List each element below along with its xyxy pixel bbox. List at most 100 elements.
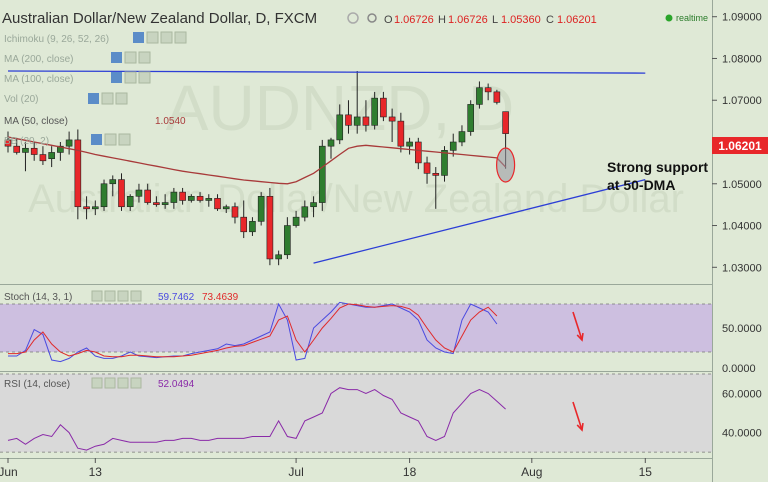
settings-icon[interactable] xyxy=(347,12,359,24)
close-icon[interactable] xyxy=(130,290,142,302)
candle-body xyxy=(249,221,256,233)
candle-body xyxy=(292,216,300,226)
candle-body xyxy=(284,225,291,256)
x-tick-label: Jun xyxy=(0,465,18,479)
settings-icon[interactable] xyxy=(146,31,159,44)
candle-body xyxy=(275,254,282,260)
candle-body xyxy=(39,154,47,162)
candle-body xyxy=(380,97,387,118)
realtime-dot-icon xyxy=(665,14,673,22)
eye-icon[interactable] xyxy=(111,72,122,83)
y-tick-label: 1.08000 xyxy=(722,53,762,65)
rsi-line xyxy=(7,387,506,451)
support-trendline xyxy=(313,178,646,264)
eye-icon[interactable] xyxy=(133,32,144,43)
indicator-controls-ichimoku[interactable] xyxy=(133,31,187,44)
indicator-label-ma100[interactable]: MA (100, close) xyxy=(4,74,73,85)
eye-icon[interactable] xyxy=(91,134,102,145)
settings-icon[interactable] xyxy=(104,133,117,146)
settings-icon[interactable] xyxy=(124,71,137,84)
annotation-line1: Strong support xyxy=(607,159,708,175)
right-axis-bg xyxy=(712,0,768,482)
candle-body xyxy=(135,189,143,197)
settings-icon[interactable] xyxy=(101,92,114,105)
indicator-lines xyxy=(7,70,646,451)
candle-body xyxy=(345,114,352,126)
candle-body xyxy=(432,173,440,176)
candle-body xyxy=(144,189,151,203)
y-tick-label: 0.0000 xyxy=(722,363,756,375)
candle-body xyxy=(371,97,378,126)
stoch-title[interactable]: Stoch (14, 3, 1) xyxy=(4,292,72,303)
rsi-title[interactable]: RSI (14, close) xyxy=(4,379,70,390)
arrowhead-icon xyxy=(576,332,584,342)
add-icon[interactable] xyxy=(138,51,151,64)
x-tick-label: 18 xyxy=(403,465,417,479)
arrowhead-icon xyxy=(576,422,584,432)
indicator-label-vol[interactable]: Vol (20) xyxy=(4,94,38,105)
add-icon[interactable] xyxy=(117,290,129,302)
add-icon[interactable] xyxy=(138,71,151,84)
stoch-legend: Stoch (14, 3, 1) 59.7462 73.4639 xyxy=(4,290,239,303)
candle-body xyxy=(188,195,195,201)
indicator-controls-ma100[interactable] xyxy=(111,71,151,84)
candle-body xyxy=(118,179,125,208)
candle-body xyxy=(266,195,274,260)
candle-body xyxy=(406,141,413,147)
last-price-tag-bg xyxy=(712,137,768,154)
candle-body xyxy=(301,206,309,218)
eye-icon[interactable] xyxy=(88,93,99,104)
close-icon[interactable] xyxy=(174,31,187,44)
open-value: 1.06726 xyxy=(394,14,434,26)
candle-body xyxy=(126,195,134,208)
indicator-label-ma200[interactable]: MA (200, close) xyxy=(4,54,73,65)
visibility-icon[interactable] xyxy=(367,13,377,23)
eye-icon[interactable] xyxy=(111,52,122,63)
candle-body xyxy=(231,206,239,218)
stoch-k-value: 59.7462 xyxy=(158,292,195,303)
candle-body xyxy=(449,141,457,151)
indicator-controls-vol[interactable] xyxy=(88,92,128,105)
support-ellipse xyxy=(496,147,516,183)
y-tick-label: 50.0000 xyxy=(722,323,762,335)
chart-header: Australian Dollar/New Zealand Dollar, D,… xyxy=(2,10,708,27)
indicator-label-ma50[interactable]: MA (50, close) xyxy=(4,116,68,127)
annotation: Strong support at 50-DMA xyxy=(607,159,708,193)
candle-body xyxy=(318,145,326,203)
eye-icon[interactable] xyxy=(91,377,103,389)
arrows xyxy=(572,311,584,432)
stoch-d-value: 73.4639 xyxy=(202,292,239,303)
candle-body xyxy=(92,206,99,210)
candle-body xyxy=(74,139,82,208)
indicator-label-bb[interactable]: BB (20, 2) xyxy=(4,136,49,147)
add-icon[interactable] xyxy=(115,92,128,105)
add-icon[interactable] xyxy=(160,31,173,44)
candle-body xyxy=(502,111,509,134)
settings-icon[interactable] xyxy=(104,290,116,302)
indicator-label-ichimoku[interactable]: Ichimoku (9, 26, 52, 26) xyxy=(4,34,109,45)
settings-icon[interactable] xyxy=(124,51,137,64)
candle-body xyxy=(327,139,335,147)
candle-body xyxy=(48,152,55,160)
open-label: O xyxy=(384,14,393,26)
close-icon[interactable] xyxy=(130,377,142,389)
candle-body xyxy=(13,145,21,153)
candle-body xyxy=(441,150,448,176)
realtime-label: realtime xyxy=(676,13,708,23)
candle-body xyxy=(397,120,405,147)
indicator-controls-bb[interactable] xyxy=(91,133,131,146)
eye-icon[interactable] xyxy=(91,290,103,302)
high-label: H xyxy=(438,14,446,26)
candle-body xyxy=(153,202,160,205)
add-icon[interactable] xyxy=(117,377,129,389)
candle-body xyxy=(458,131,466,143)
settings-icon[interactable] xyxy=(104,377,116,389)
low-value: 1.05360 xyxy=(501,14,541,26)
indicator-controls-ma200[interactable] xyxy=(111,51,151,64)
candle-body xyxy=(179,191,186,201)
candle-body xyxy=(196,195,204,201)
y-tick-label: 60.0000 xyxy=(722,389,762,401)
add-icon[interactable] xyxy=(118,133,131,146)
candle-body xyxy=(222,206,230,210)
